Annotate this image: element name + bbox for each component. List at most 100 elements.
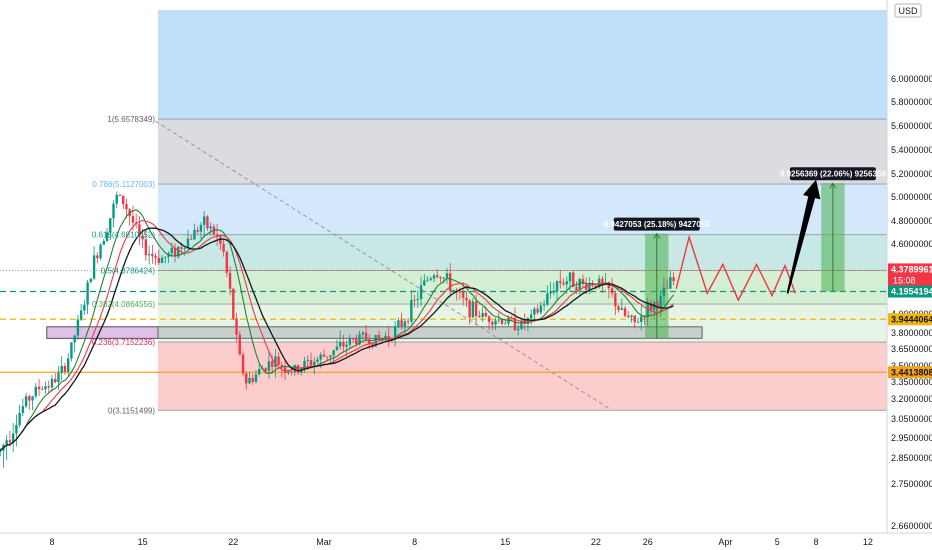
candle-body-20 [63,365,67,372]
time-tick-5: 15 [500,537,510,547]
candle-body-34 [109,218,112,233]
candle-body-84 [270,361,274,367]
candle-body-103 [332,350,335,356]
price-tick-0: 2.6600000 [891,521,932,531]
time-tick-8: Apr [718,537,732,547]
candle-body-18 [57,372,60,383]
fib-label-4: 0.382(4.0864556) [92,300,156,309]
candle-body-14 [44,386,47,390]
price-label-bg-3 [888,366,932,379]
fib-band-6 [158,342,887,411]
candle-body-117 [377,334,381,339]
candle-body-49 [157,257,161,263]
candle-body-33 [105,232,109,241]
candle-body-6 [18,412,21,426]
candle-body-71 [228,272,232,289]
candle-body-43 [138,224,141,236]
candle-body-55 [177,246,180,257]
price-tick-3: 2.9500000 [891,433,932,443]
candle-body-134 [432,275,436,279]
candle-body-74 [238,334,241,355]
candle-body-73 [235,318,238,335]
price-label-bg-2 [888,313,932,326]
candle-body-159 [513,317,517,331]
candle-body-54 [173,247,177,257]
candle-body-79 [254,374,258,382]
candle-body-28 [89,278,93,283]
candle-body-165 [533,308,536,315]
candle-body-67 [215,234,219,237]
fib-labels: 1(5.6578349) 0.786(5.1127003) 0.618(4.6810… [92,115,156,415]
candle-body-38 [122,195,125,205]
diagonal-line [155,120,610,409]
candle-body-145 [468,300,471,318]
currency-label: USD [898,6,918,16]
candle-body-194 [627,315,630,317]
fib-band-1 [158,119,887,185]
candle-body-182 [588,283,591,290]
time-tick-1: 15 [138,537,148,547]
candle-body-179 [578,279,581,291]
candle-body-140 [452,290,455,291]
candle-body-31 [99,244,102,259]
measure-arrowhead-1 [829,182,837,189]
candle-body-19 [60,365,63,373]
price-tick-1: 2.7500000 [891,479,932,489]
candle-body-125 [403,321,407,327]
candle-body-97 [313,361,316,366]
candle-body-48 [154,256,157,258]
fib-band-4 [158,270,887,305]
candle-body-191 [617,306,620,310]
candle-body-107 [345,344,348,347]
candle-body-106 [342,341,345,347]
candle-body-69 [222,243,225,252]
currency-badge[interactable] [894,3,922,18]
time-tick-2: 22 [228,537,238,547]
time-tick-0: 8 [49,537,54,547]
candle-body-58 [186,238,190,249]
candle-body-131 [423,280,426,286]
candle-body-100 [322,354,326,357]
candle-body-176 [568,272,572,282]
candle-body-108 [348,338,352,345]
candle-body-153 [494,320,497,325]
candle-body-120 [387,335,390,339]
candle-body-95 [306,360,309,361]
candle-body-37 [118,194,122,196]
fib-bands [158,10,887,411]
candle-body-146 [471,301,475,318]
candle-body-13 [41,389,44,390]
candle-body-8 [24,396,28,407]
time-axis[interactable]: 8 15 22 Mar 8 15 22 26 Apr 5 8 12 [49,537,872,547]
candle-body-17 [54,378,57,383]
fib-label-2: 0.618(4.6810652) [92,231,156,240]
price-tick-6: 3.3500000 [891,377,932,387]
candle-body-5 [15,425,18,434]
trend-arrow-head [802,179,821,200]
moving-averages [0,209,675,451]
candle-body-162 [523,320,526,324]
candle-body-90 [290,371,293,373]
candle-body-195 [630,315,633,317]
candle-body-124 [400,320,403,327]
price-tick-19: 5.8000000 [891,97,932,107]
candle-body-203 [656,302,659,309]
candle-body-99 [319,354,322,360]
candle-body-142 [458,291,462,293]
candle-body-150 [484,312,488,317]
price-tick-7: 3.5000000 [891,361,932,371]
candle-body-116 [374,334,377,347]
moving-average-fast [0,209,675,451]
candle-body-127 [410,299,413,322]
candle-body-45 [144,239,148,256]
candle-body-86 [277,356,280,366]
candle-body-189 [610,288,614,294]
candle-body-56 [180,246,183,249]
candle-body-196 [633,315,636,323]
candle-body-160 [517,328,520,331]
candle-body-0 [0,450,2,452]
candle-body-137 [442,277,445,279]
candle-body-72 [232,288,235,319]
price-tick-9: 3.8000000 [891,328,932,338]
candle-body-94 [303,360,306,369]
